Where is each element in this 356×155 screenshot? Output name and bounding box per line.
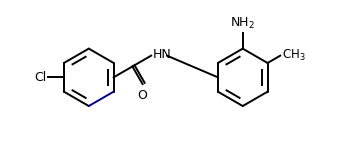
Text: HN: HN xyxy=(153,48,171,61)
Text: O: O xyxy=(138,89,147,102)
Text: NH$_2$: NH$_2$ xyxy=(230,16,255,31)
Text: CH$_3$: CH$_3$ xyxy=(282,48,306,63)
Text: Cl: Cl xyxy=(34,71,46,84)
